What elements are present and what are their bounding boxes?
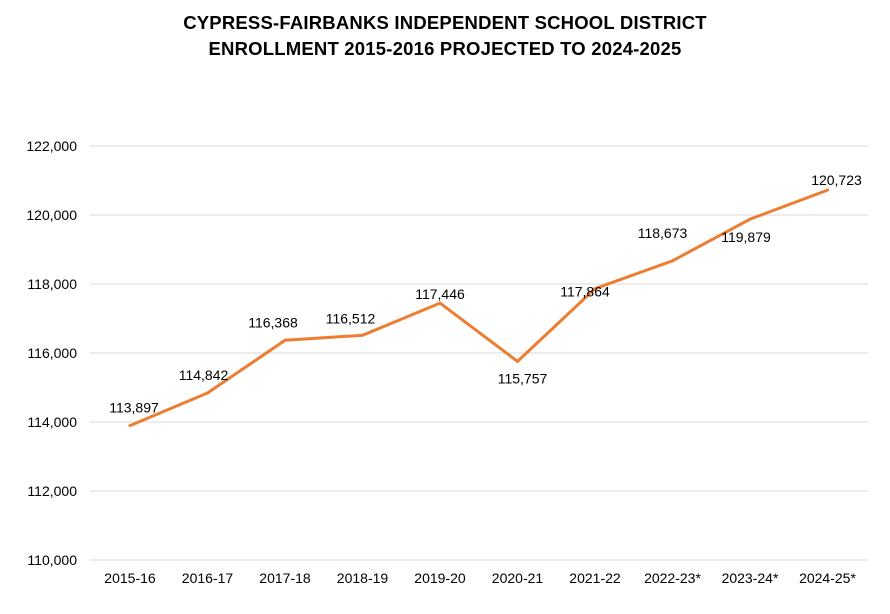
x-tick-label: 2023-24* <box>722 570 779 586</box>
y-tick-label: 116,000 <box>27 345 77 361</box>
x-tick-label: 2019-20 <box>414 570 466 586</box>
y-tick-label: 110,000 <box>27 552 77 568</box>
data-point <box>593 287 597 291</box>
y-tick-label: 120,000 <box>26 207 77 223</box>
data-label: 117,446 <box>415 286 465 302</box>
data-point <box>671 259 674 263</box>
data-label: 115,757 <box>498 370 548 386</box>
data-point <box>438 301 442 305</box>
data-point <box>516 359 519 363</box>
data-label: 119,879 <box>721 229 771 245</box>
chart-title-line-1: CYPRESS-FAIRBANKS INDEPENDENT SCHOOL DIS… <box>183 12 707 33</box>
x-tick-label: 2021-22 <box>569 570 621 586</box>
data-point <box>361 333 364 337</box>
y-tick-label: 112,000 <box>27 483 77 499</box>
data-labels: 113,897 114,842 116,368 116,512 117,446 115,7… <box>109 172 862 415</box>
data-label: 113,897 <box>109 400 159 416</box>
x-tick-label: 2022-23* <box>644 570 701 586</box>
y-tick-label: 114,000 <box>27 414 77 430</box>
data-point <box>206 391 209 395</box>
x-tick-label: 2018-19 <box>337 570 389 586</box>
data-point <box>826 188 829 192</box>
series-line <box>128 188 829 428</box>
y-tick-label: 118,000 <box>27 276 77 292</box>
x-tick-label: 2024-25* <box>799 570 856 586</box>
data-label: 116,512 <box>326 310 376 326</box>
data-point <box>748 217 752 221</box>
series-line-group <box>128 188 829 428</box>
x-tick-label: 2020-21 <box>492 570 544 586</box>
chart-title: CYPRESS-FAIRBANKS INDEPENDENT SCHOOL DIS… <box>0 10 890 62</box>
x-tick-label: 2017-18 <box>259 570 311 586</box>
data-label: 118,673 <box>638 225 688 241</box>
x-tick-label: 2016-17 <box>182 570 234 586</box>
data-label: 117,864 <box>560 284 610 300</box>
data-point <box>283 338 287 342</box>
data-label: 116,368 <box>248 314 298 330</box>
data-label: 114,842 <box>179 367 229 383</box>
chart-title-line-2: ENROLLMENT 2015-2016 PROJECTED TO 2024-2… <box>208 38 682 59</box>
x-tick-label: 2015-16 <box>104 570 156 586</box>
data-point <box>128 424 132 428</box>
gridlines <box>90 145 868 561</box>
data-label: 120,723 <box>811 172 862 188</box>
y-tick-label: 122,000 <box>26 138 77 154</box>
y-axis-tick-labels: 110,000 112,000 114,000 116,000 118,000 120,0… <box>26 138 77 568</box>
x-axis-tick-labels: 2015-16 2016-17 2017-18 2018-19 2019-20 2020-… <box>104 570 856 586</box>
